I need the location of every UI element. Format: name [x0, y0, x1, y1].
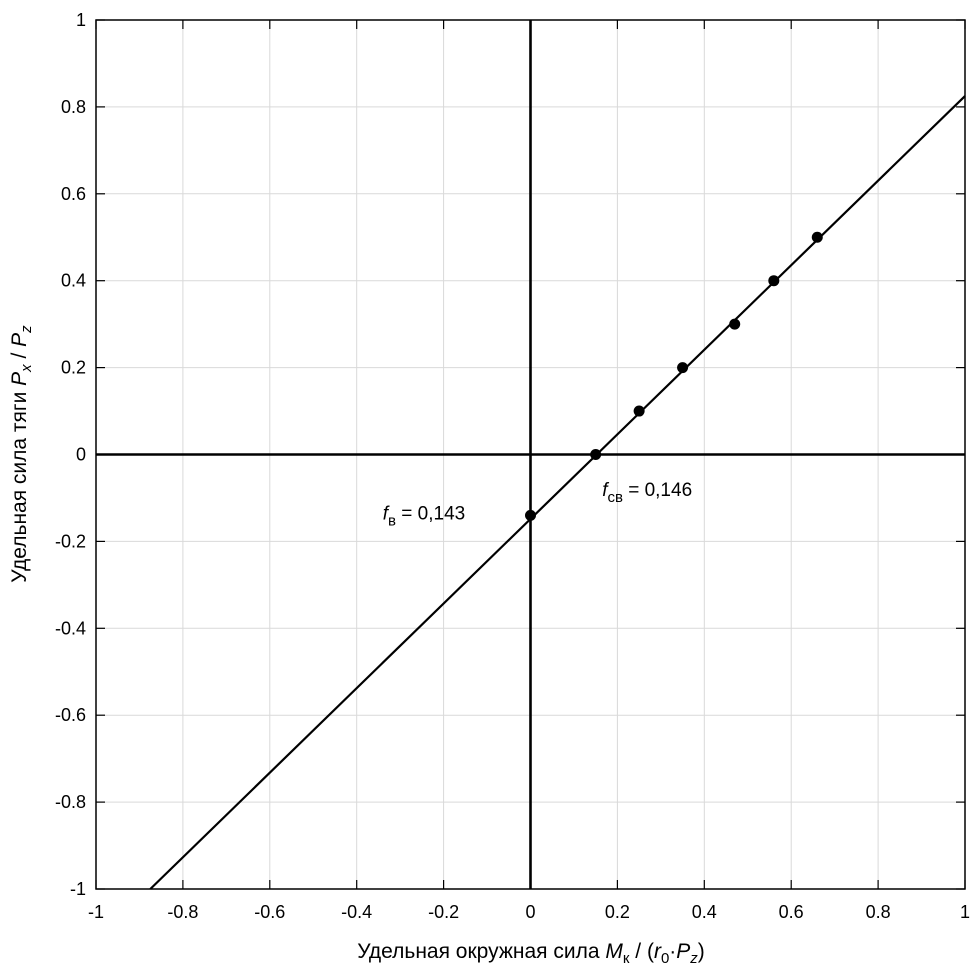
y-tick-label: 1	[76, 10, 86, 30]
x-tick-label: 0.8	[866, 902, 891, 922]
y-tick-label: -0.8	[55, 792, 86, 812]
annotation-value: = 0,146	[623, 480, 692, 501]
x-axis-label-sub-k: к	[623, 950, 630, 967]
x-tick-label: 0.4	[692, 902, 717, 922]
y-axis-label-sub-z: z	[18, 325, 35, 334]
y-axis-label: Удельная сила тяги Px / Pz	[8, 325, 35, 583]
y-tick-label: 0.8	[61, 97, 86, 117]
y-tick-label: -0.2	[55, 531, 86, 551]
data-point	[677, 362, 689, 374]
y-tick-label: 0.2	[61, 358, 86, 378]
x-axis-label: Удельная окружная сила Mк / (r0·Pz)	[357, 940, 705, 967]
annotation-symbol: f	[602, 480, 609, 501]
y-tick-label: 0	[76, 445, 86, 465]
annotation-value: = 0,143	[396, 504, 465, 525]
zero-axes	[96, 20, 965, 889]
x-tick-label: 1	[960, 902, 970, 922]
annotation-symbol: f	[383, 504, 390, 525]
x-tick-label: -0.8	[167, 902, 198, 922]
x-tick-label: 0	[525, 902, 535, 922]
y-tick-label: 0.4	[61, 271, 86, 291]
y-tick-labels: -1 -0.8 -0.6 -0.4 -0.2 0 0.2 0.4 0.6 0.8 1	[55, 10, 86, 899]
x-tick-label: -1	[88, 902, 104, 922]
data-point	[590, 449, 602, 460]
y-tick-label: 0.6	[61, 184, 86, 204]
data-point	[811, 231, 823, 243]
y-tick-label: -1	[70, 879, 86, 899]
annotation-subscript: в	[388, 513, 396, 530]
fit-line	[149, 95, 966, 890]
y-axis-label-slash: /	[8, 347, 31, 365]
annotation-subscript: св	[607, 489, 623, 506]
x-axis-label-sub-0: 0	[661, 950, 669, 967]
y-tick-label: -0.4	[55, 618, 86, 638]
x-axis-label-symbol-m: M	[605, 940, 623, 963]
data-points	[525, 231, 823, 521]
x-axis-label-slash-open: / (	[629, 940, 654, 963]
x-tick-label: 0.6	[779, 902, 804, 922]
y-axis-label-symbol-pz: P	[8, 333, 31, 347]
x-axis-label-sub-z: z	[689, 950, 698, 967]
x-tick-label: 0.2	[605, 902, 630, 922]
tick-marks	[95, 19, 966, 890]
x-axis-label-symbol-r: r	[654, 940, 662, 963]
x-tick-label: -0.6	[254, 902, 285, 922]
x-axis-label-dot: ·	[669, 940, 676, 963]
data-point	[633, 405, 645, 417]
x-tick-label: -0.2	[428, 902, 459, 922]
x-axis-label-symbol-p: P	[676, 940, 690, 963]
data-point	[768, 275, 780, 287]
annotation-label: fсв = 0,146	[602, 480, 692, 506]
data-point	[729, 318, 741, 330]
y-axis-label-symbol-px: P	[8, 372, 31, 386]
data-point	[525, 509, 536, 521]
annotation-label: fв = 0,143	[383, 504, 465, 530]
x-axis-label-text: Удельная окружная сила	[357, 940, 605, 963]
y-axis-label-text: Удельная сила тяги	[8, 386, 31, 583]
y-axis-label-sub-x: x	[18, 364, 35, 373]
y-tick-label: -0.6	[55, 705, 86, 725]
x-tick-label: -0.4	[341, 902, 372, 922]
x-tick-labels: -1 -0.8 -0.6 -0.4 -0.2 0 0.2 0.4 0.6 0.8 1	[88, 902, 970, 922]
x-axis-label-close: )	[698, 940, 705, 963]
